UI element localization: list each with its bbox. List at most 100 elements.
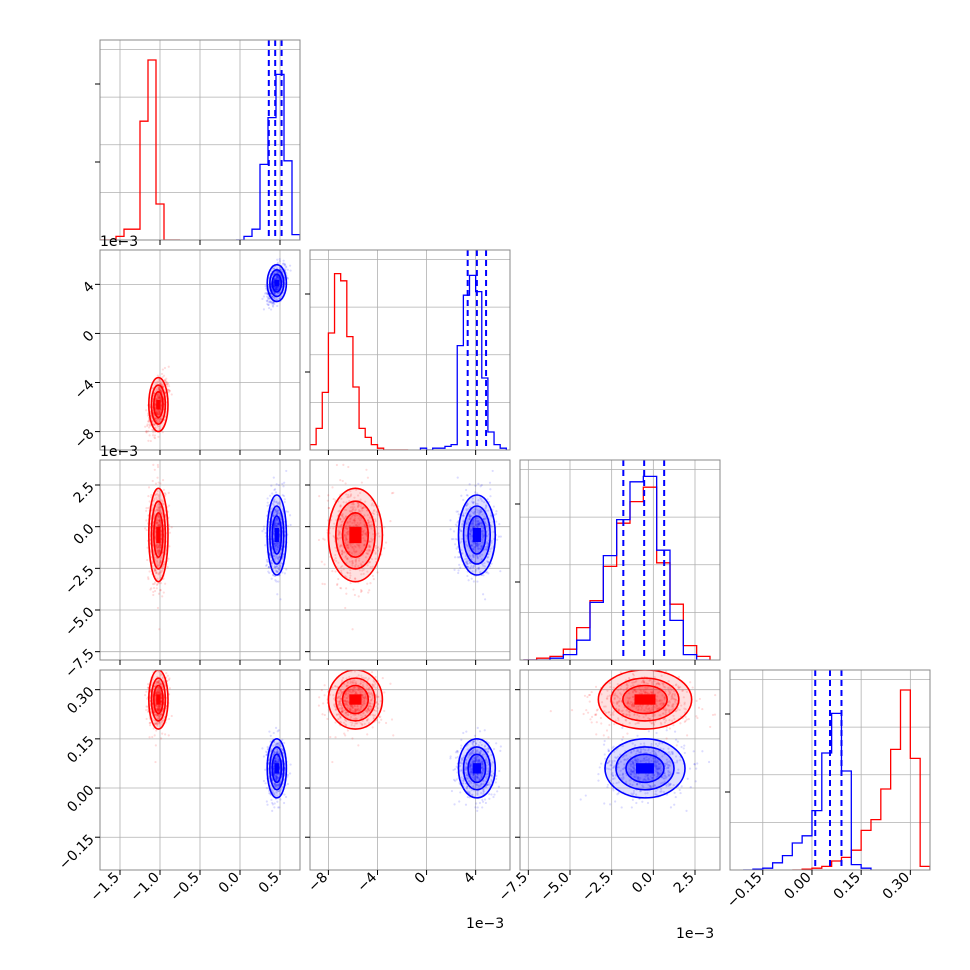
scatter-point-blue xyxy=(271,803,275,806)
scatter-point-red xyxy=(154,568,157,571)
scatter-point-blue xyxy=(471,544,474,547)
scatter-point-red xyxy=(363,524,367,527)
scatter-point-red xyxy=(157,518,161,522)
scatter-point-blue xyxy=(461,552,464,555)
scatter-point-blue xyxy=(465,508,468,511)
scatter-point-red xyxy=(360,573,363,576)
scatter-point-blue xyxy=(274,541,277,545)
scatter-point-red xyxy=(347,689,350,692)
scatter-point-red xyxy=(165,671,168,675)
scatter-point-blue xyxy=(286,268,289,271)
scatter-point-red xyxy=(370,523,374,526)
scatter-point-blue xyxy=(486,498,489,501)
density-core-red xyxy=(156,694,161,705)
scatter-point-blue xyxy=(467,559,470,562)
scatter-point-red xyxy=(359,590,363,594)
scatter-point-red xyxy=(383,709,386,713)
scatter-point-red xyxy=(161,550,165,553)
scatter-point-red xyxy=(347,540,350,544)
scatter-point-blue xyxy=(492,530,495,534)
scatter-point-red xyxy=(368,589,371,592)
scatter-point-blue xyxy=(272,279,276,283)
scatter-point-red xyxy=(154,426,157,429)
scatter-point-red xyxy=(361,533,364,536)
scatter-point-red xyxy=(344,555,347,558)
scatter-point-blue xyxy=(466,574,469,578)
scatter-point-red xyxy=(156,708,160,711)
scatter-point-red xyxy=(340,524,343,527)
scatter-point-blue xyxy=(464,512,468,515)
scatter-point-blue xyxy=(276,543,279,547)
scatter-point-red xyxy=(343,527,346,530)
scatter-point-red xyxy=(344,712,348,715)
scatter-point-red xyxy=(345,684,349,687)
scatter-point-red xyxy=(337,695,340,698)
scatter-point-red xyxy=(364,532,367,536)
scatter-point-red xyxy=(159,560,162,563)
scatter-point-red xyxy=(160,513,164,516)
scatter-point-red xyxy=(151,559,154,563)
scatter-point-blue xyxy=(472,522,475,526)
scatter-point-red xyxy=(160,556,163,560)
scatter-point-blue xyxy=(470,535,473,538)
scatter-point-blue xyxy=(273,558,276,561)
scatter-point-red xyxy=(158,704,161,708)
scatter-point-red xyxy=(168,385,171,388)
scatter-point-blue xyxy=(277,523,280,526)
scatter-point-red xyxy=(159,692,162,695)
scatter-point-red xyxy=(362,532,365,535)
scatter-point-red xyxy=(337,561,340,564)
scatter-point-blue xyxy=(275,276,279,280)
scatter-point-red xyxy=(145,409,148,412)
scatter-point-red xyxy=(374,520,377,523)
scatter-point-red xyxy=(367,545,371,548)
scatter-point-blue xyxy=(496,538,499,541)
scatter-point-red xyxy=(145,708,148,712)
scatter-point-red xyxy=(157,707,161,710)
scatter-point-red xyxy=(341,690,344,694)
scatter-point-red xyxy=(158,506,161,510)
scatter-point-blue xyxy=(278,283,281,286)
scatter-point-blue xyxy=(472,555,475,559)
scatter-point-red xyxy=(160,404,163,407)
scatter-point-red xyxy=(155,723,158,726)
scatter-point-blue xyxy=(278,533,282,536)
scatter-point-blue xyxy=(274,521,277,524)
scatter-point-blue xyxy=(490,562,493,565)
scatter-point-red xyxy=(353,686,356,689)
scatter-point-blue xyxy=(472,548,475,551)
scatter-point-blue xyxy=(480,524,483,528)
scatter-point-red xyxy=(157,412,161,415)
scatter-point-blue xyxy=(274,726,278,729)
scatter-point-red xyxy=(156,412,159,415)
scatter-point-red xyxy=(157,421,160,424)
scatter-point-blue xyxy=(273,509,277,512)
scatter-point-blue xyxy=(471,570,474,573)
scatter-point-red xyxy=(389,682,392,685)
scatter-point-blue xyxy=(277,742,280,746)
scatter-point-red xyxy=(170,714,173,718)
scatter-point-red xyxy=(155,571,158,574)
scatter-point-blue xyxy=(266,296,270,299)
scatter-point-red xyxy=(351,681,354,684)
scatter-point-red xyxy=(345,538,348,541)
scatter-point-blue xyxy=(277,759,280,762)
scatter-point-red xyxy=(366,552,369,555)
scatter-point-red xyxy=(158,544,162,547)
scatter-point-red xyxy=(340,523,343,526)
scatter-point-red xyxy=(362,712,365,715)
scatter-point-blue xyxy=(280,294,283,297)
scatter-point-blue xyxy=(278,258,281,261)
scatter-point-red xyxy=(344,700,347,703)
scatter-point-blue xyxy=(272,539,276,543)
scatter-point-red xyxy=(345,587,348,590)
scatter-point-red xyxy=(334,570,337,573)
scatter-point-blue xyxy=(465,504,469,507)
scatter-point-red xyxy=(369,705,372,708)
scatter-point-blue xyxy=(276,523,280,526)
scatter-point-blue xyxy=(275,744,278,747)
scatter-point-blue xyxy=(466,494,469,497)
scatter-point-blue xyxy=(276,267,279,270)
scatter-point-blue xyxy=(276,261,279,264)
scatter-point-red xyxy=(367,520,371,524)
